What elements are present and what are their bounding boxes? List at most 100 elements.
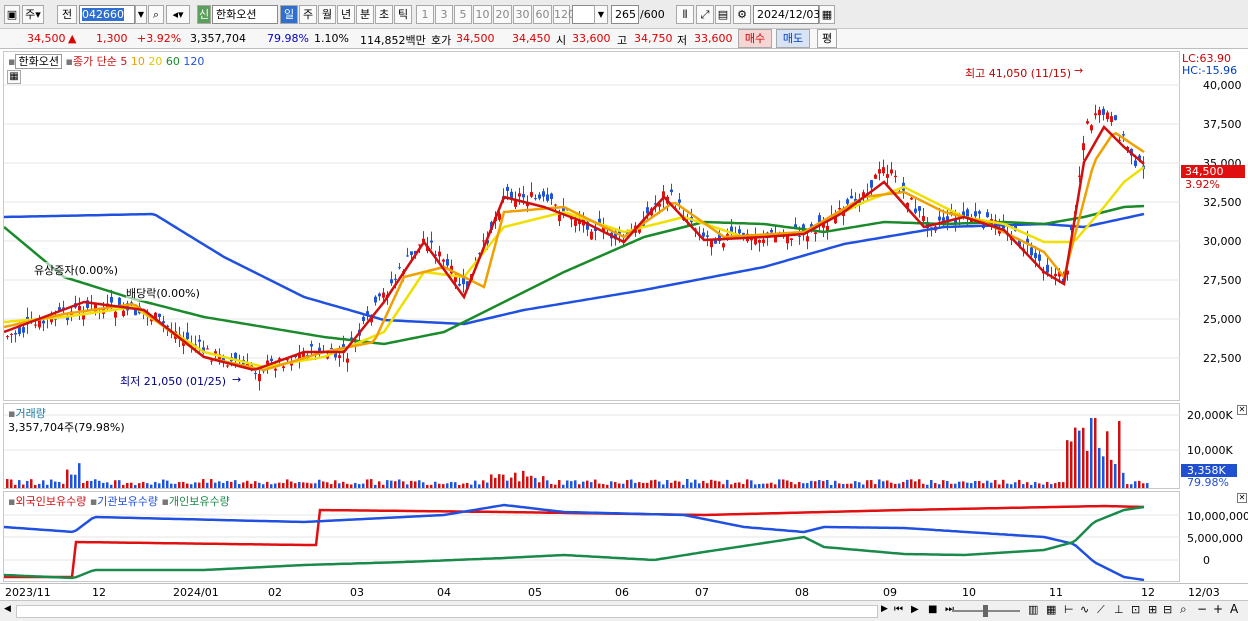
- interval-dropdown-icon[interactable]: ▼: [594, 5, 608, 24]
- period-month[interactable]: 월: [318, 5, 336, 24]
- fit-icon[interactable]: ⊡: [1131, 603, 1141, 616]
- interval-60[interactable]: 60: [533, 5, 552, 24]
- speaker-icon[interactable]: ◂▾: [166, 5, 190, 24]
- volume-bar: [398, 479, 401, 488]
- volume-bar: [494, 477, 497, 488]
- buy-button[interactable]: 매수: [738, 29, 772, 48]
- grid-icon[interactable]: ⊟: [1163, 603, 1173, 616]
- even-button[interactable]: 평: [817, 29, 837, 48]
- gear-icon[interactable]: ⚙: [733, 5, 751, 24]
- search-icon[interactable]: ⌕: [148, 5, 164, 24]
- y-tick: 25,000: [1203, 313, 1242, 326]
- y-tick: 30,000: [1203, 235, 1242, 248]
- sell-button[interactable]: 매도: [776, 29, 810, 48]
- trend-icon[interactable]: ⟋: [1097, 603, 1105, 616]
- wave-icon[interactable]: ∿: [1080, 603, 1090, 616]
- ruler-icon[interactable]: ⊥: [1114, 603, 1124, 616]
- chart-type-icon[interactable]: ▥: [1028, 603, 1039, 616]
- prev-button[interactable]: 전: [57, 5, 77, 24]
- candle-body: [418, 244, 421, 246]
- draw-tool-icon[interactable]: ⤢: [696, 5, 714, 24]
- volume-bar: [858, 482, 861, 488]
- candle-body: [522, 194, 525, 198]
- scroll-right-icon[interactable]: ▶: [881, 604, 888, 614]
- volume-bar: [830, 484, 833, 488]
- candle-body: [330, 348, 333, 350]
- line-tool-icon[interactable]: ⊢: [1064, 603, 1074, 616]
- volume-bar: [278, 482, 281, 488]
- candle-body: [546, 194, 549, 201]
- candle-body: [410, 251, 413, 255]
- count-input[interactable]: 265: [611, 5, 639, 24]
- window-menu-icon[interactable]: ▣: [4, 5, 20, 24]
- candle-body: [574, 219, 577, 226]
- legend-ma120: 120: [183, 55, 205, 68]
- candle-body: [198, 339, 201, 342]
- y-tick: 37,500: [1203, 118, 1242, 131]
- volume-bar: [1118, 421, 1121, 488]
- interval-20[interactable]: 20: [493, 5, 512, 24]
- candle-body: [382, 292, 385, 298]
- period-week[interactable]: 주: [299, 5, 317, 24]
- candle-body: [814, 232, 817, 235]
- interval-10[interactable]: 10: [473, 5, 492, 24]
- volume-bar: [1010, 484, 1013, 488]
- price-chart[interactable]: [4, 52, 1180, 400]
- period-day[interactable]: 일: [280, 5, 298, 24]
- stock-name-field[interactable]: 한화오션: [212, 5, 278, 24]
- interval-1[interactable]: 1: [416, 5, 434, 24]
- volume-close-icon[interactable]: ✕: [1237, 405, 1247, 415]
- period-year[interactable]: 년: [337, 5, 355, 24]
- candle-icon[interactable]: ⫴: [676, 5, 694, 24]
- volume-chart[interactable]: [4, 404, 1180, 488]
- zoom-slider-handle[interactable]: [983, 605, 988, 617]
- volume-bar: [26, 481, 29, 488]
- table-icon[interactable]: ▦: [7, 70, 21, 84]
- x-tick: 12: [1141, 586, 1155, 599]
- font-size-icon[interactable]: A: [1230, 602, 1239, 616]
- volume-bar: [386, 480, 389, 488]
- period-minute[interactable]: 분: [356, 5, 374, 24]
- zoom-in-icon[interactable]: +: [1213, 602, 1224, 616]
- candle-body: [826, 225, 829, 233]
- save-icon[interactable]: ▤: [715, 5, 731, 24]
- volume-bar: [106, 482, 109, 488]
- scrollbar-track[interactable]: [16, 605, 878, 618]
- calendar-icon[interactable]: ▦: [819, 5, 835, 24]
- volume-bar: [538, 482, 541, 488]
- period-select[interactable]: 주▾: [22, 5, 44, 24]
- play-icon[interactable]: ▶: [911, 604, 919, 615]
- volume-bar: [730, 484, 733, 488]
- stop-icon[interactable]: ■: [928, 604, 938, 615]
- interval-3[interactable]: 3: [435, 5, 453, 24]
- volume-bar: [918, 479, 921, 488]
- bar-chart-icon[interactable]: ▦: [1046, 603, 1057, 616]
- holder-chart[interactable]: [4, 492, 1180, 581]
- x-axis: 2023/11 12 2024/01 02 03 04 05 06 07 08 …: [0, 583, 1248, 600]
- zoom-icon[interactable]: ⌕: [1180, 602, 1187, 616]
- date-input[interactable]: 2024/12/03: [753, 5, 820, 24]
- candle-body: [534, 198, 537, 200]
- volume-panel[interactable]: [3, 403, 1180, 489]
- volume-bar: [542, 476, 545, 488]
- holder-close-icon[interactable]: ✕: [1237, 493, 1247, 503]
- candle-body: [838, 208, 841, 210]
- stock-code-input[interactable]: 042660: [79, 5, 135, 24]
- candle-body: [362, 316, 365, 321]
- zoom-out-icon[interactable]: −: [1197, 602, 1208, 616]
- interval-5[interactable]: 5: [454, 5, 472, 24]
- volume-bar: [246, 480, 249, 488]
- x-tick: 08: [795, 586, 809, 599]
- code-dropdown-icon[interactable]: ▼: [135, 5, 147, 24]
- volume-bar: [46, 484, 49, 488]
- forward-icon[interactable]: ⏭: [945, 604, 954, 615]
- scroll-left-icon[interactable]: ◀: [4, 604, 11, 614]
- volume-bar: [338, 483, 341, 488]
- legend-stock[interactable]: 한화오션: [15, 54, 62, 69]
- split-icon[interactable]: ⊞: [1148, 603, 1158, 616]
- interval-120[interactable]: 120: [553, 5, 575, 24]
- rewind-icon[interactable]: ⏮: [894, 604, 903, 615]
- interval-30[interactable]: 30: [513, 5, 532, 24]
- period-second[interactable]: 초: [375, 5, 393, 24]
- period-tick[interactable]: 틱: [394, 5, 412, 24]
